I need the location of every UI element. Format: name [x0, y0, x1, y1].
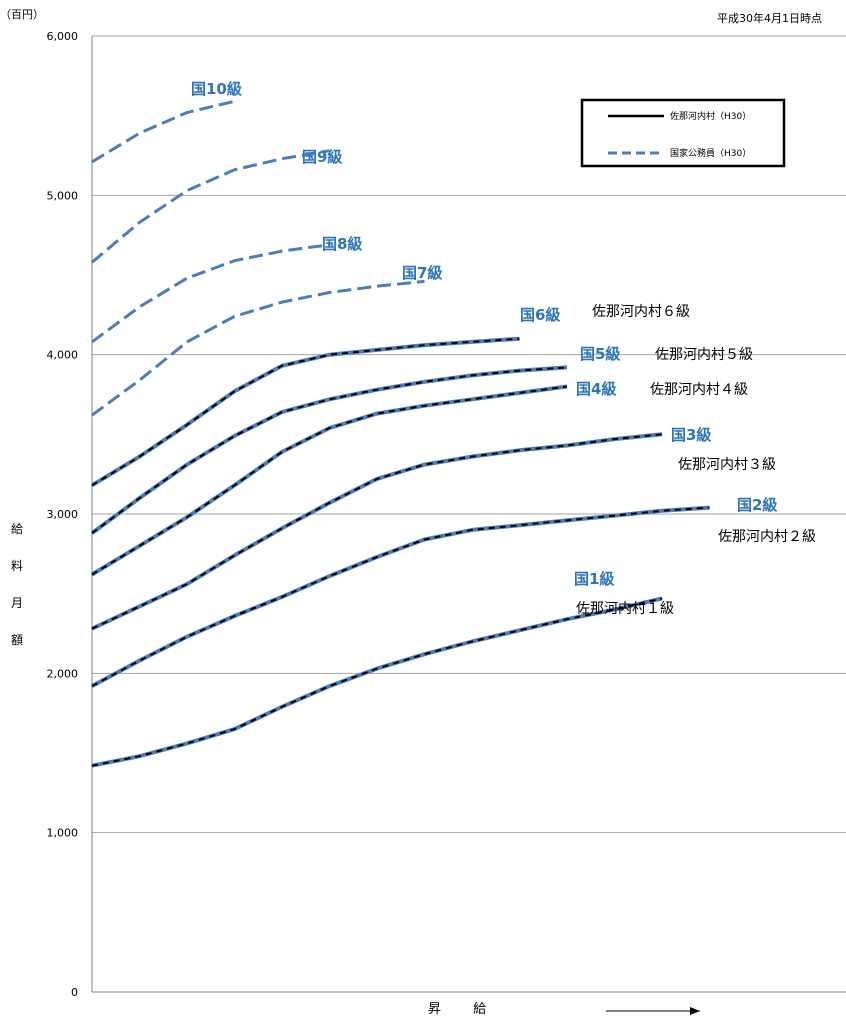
- national-grade-label: 国2級: [737, 496, 777, 514]
- series-2: [91, 505, 710, 688]
- national-grade-label: 国1級: [574, 570, 614, 588]
- village-grade-label: 佐那河内村４級: [650, 382, 748, 398]
- national-grade-label: 国9級: [302, 148, 342, 166]
- national-grade-label: 国10級: [191, 80, 242, 98]
- village-grade-label: 佐那河内村６級: [592, 304, 690, 320]
- series-10: [91, 99, 235, 164]
- y-tick-label: 5,000: [47, 189, 79, 202]
- national-series-line: [90, 336, 520, 488]
- series-4: [90, 384, 568, 577]
- legend-label-national: 国家公務員（H30）: [670, 147, 751, 159]
- village-grade-label: 佐那河内村２級: [718, 529, 816, 545]
- y-axis-char: 給: [10, 522, 23, 536]
- y-axis-char: 料: [10, 559, 23, 573]
- series-group: [90, 99, 710, 768]
- national-grade-label: 国7級: [402, 264, 442, 282]
- national-series-line: [90, 365, 568, 535]
- national-series-line: [91, 99, 235, 164]
- unit-label: （百円）: [0, 8, 44, 21]
- date-note: 平成30年4月1日時点: [717, 12, 822, 25]
- y-ticks: 0 1,000 2,000 3,000 4,000 5,000 6,000: [47, 30, 79, 999]
- series-1: [91, 596, 663, 768]
- village-series-line: [91, 506, 710, 687]
- village-series-line: [91, 385, 568, 576]
- national-grade-label: 国6級: [520, 306, 560, 324]
- national-grade-label: 国8級: [322, 235, 362, 253]
- village-series-line: [91, 597, 663, 767]
- y-tick-label: 3,000: [47, 508, 79, 521]
- legend: 佐那河内村（H30） 国家公務員（H30）: [580, 98, 786, 168]
- national-series-line: [91, 149, 330, 264]
- y-tick-label: 0: [71, 986, 78, 999]
- series-9: [91, 149, 330, 264]
- series-7: [91, 279, 425, 417]
- national-series-line: [91, 243, 330, 344]
- village-grade-label: 佐那河内村５級: [655, 347, 753, 363]
- national-series-line: [91, 596, 663, 768]
- national-grade-label: 国5級: [580, 345, 620, 363]
- x-axis-label: 昇 給: [428, 1002, 501, 1017]
- y-tick-label: 4,000: [47, 349, 79, 362]
- y-axis-char: 月: [10, 596, 23, 610]
- series-6: [90, 336, 520, 488]
- y-tick-label: 6,000: [47, 30, 79, 43]
- national-series-line: [91, 279, 425, 417]
- village-grade-label: 佐那河内村１級: [576, 601, 674, 617]
- village-series-line: [91, 366, 568, 534]
- series-5: [90, 365, 568, 535]
- y-axis-char: 額: [10, 633, 23, 647]
- legend-label-village: 佐那河内村（H30）: [670, 110, 751, 122]
- y-tick-label: 2,000: [47, 667, 79, 680]
- grid: [91, 35, 846, 993]
- national-grade-label: 国3級: [671, 426, 711, 444]
- village-grade-label: 佐那河内村３級: [678, 457, 776, 473]
- y-tick-label: 1,000: [47, 827, 79, 840]
- legend-box: [580, 98, 786, 168]
- national-grade-label: 国4級: [576, 380, 616, 398]
- series-3: [91, 432, 663, 631]
- national-series-line: [91, 432, 663, 631]
- x-axis-arrowhead: [690, 1007, 700, 1015]
- village-series-line: [91, 433, 663, 630]
- series-8: [91, 243, 330, 344]
